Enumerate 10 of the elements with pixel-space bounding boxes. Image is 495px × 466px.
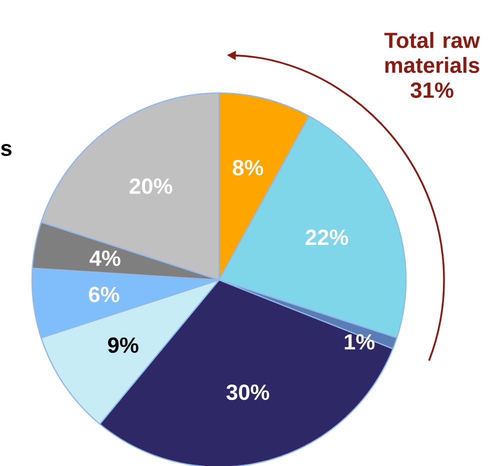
data-label: 20% [130,178,172,194]
data-label: 30% [226,384,270,400]
data-label: 1% [344,334,375,350]
data-label: 22% [306,230,348,246]
data-label: 9% [108,337,138,353]
data-label: 6% [88,286,120,302]
text: Total raw materials 31% [384,32,480,98]
text: s [0,144,12,156]
data-label: 8% [232,160,264,176]
data-label: 4% [90,250,120,266]
